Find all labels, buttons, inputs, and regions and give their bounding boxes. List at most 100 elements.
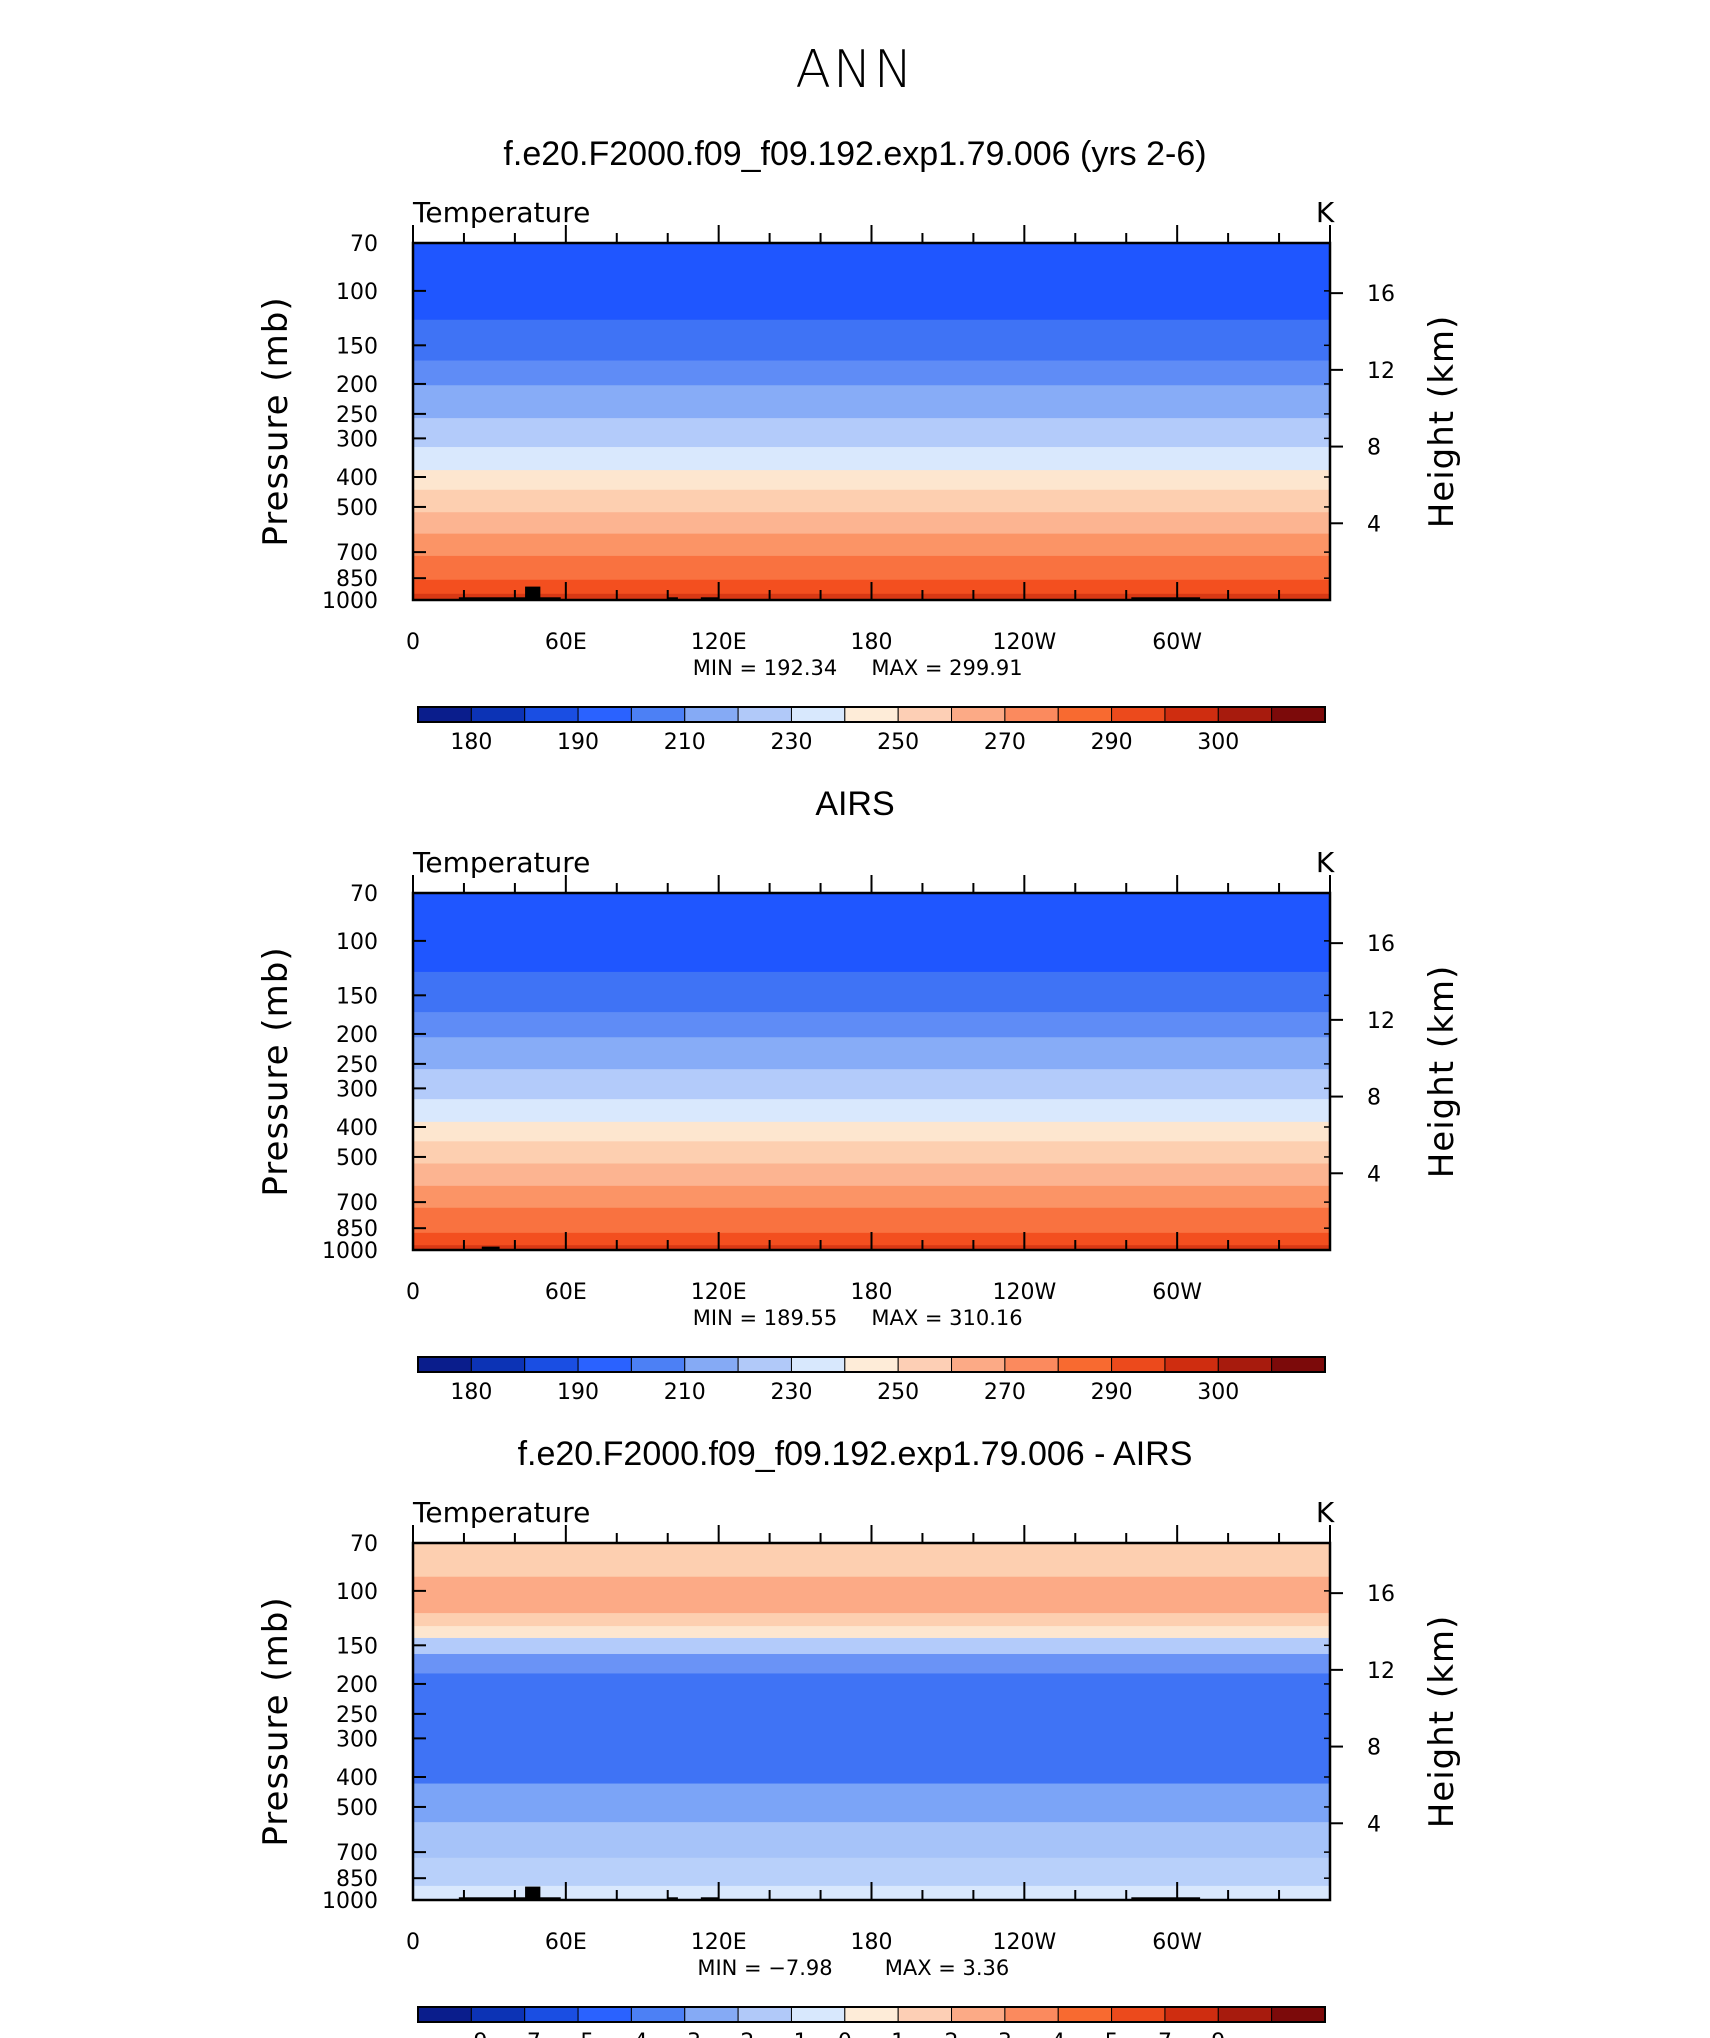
colorbar-swatch (844, 1356, 899, 1373)
contour-band (413, 1069, 1330, 1100)
colorbar-label: 190 (557, 730, 599, 755)
pressure-tick-label: 400 (336, 1766, 378, 1791)
pressure-axis-label: Pressure (mb) (256, 946, 296, 1196)
lon-tick-label: 120W (992, 1930, 1056, 1955)
height-tick-label: 12 (1367, 1009, 1395, 1034)
contour-band (413, 1141, 1330, 1164)
pressure-tick-label: 500 (336, 1796, 378, 1821)
contour-band (413, 1857, 1330, 1887)
height-tick-label: 4 (1367, 1162, 1381, 1187)
missing-data-block (667, 597, 678, 600)
contour-field (413, 893, 1330, 1250)
colorbar-label: −7 (508, 2030, 540, 2038)
missing-data-block (700, 597, 719, 600)
colorbar-label: −1 (775, 2030, 807, 2038)
colorbar-swatch (951, 1356, 1006, 1373)
contour-band (413, 893, 1330, 973)
colorbar-frame (417, 706, 1326, 723)
contour-band (413, 533, 1330, 557)
colorbar-swatch (577, 2006, 632, 2023)
colorbar-swatch (897, 706, 953, 723)
colorbar-swatch (1271, 2006, 1326, 2023)
contour-band (413, 1673, 1330, 1785)
missing-data-block (481, 1246, 500, 1250)
min-value: MIN = 192.34 (693, 656, 837, 680)
colorbar-swatch (417, 1356, 472, 1373)
model-temperature-panel: f.e20.F2000.f09_f09.192.exp1.79.006 (yrs… (256, 140, 1462, 755)
colorbar-swatch (1004, 706, 1059, 723)
colorbar-label: −2 (722, 2030, 754, 2038)
pressure-tick-label: 150 (336, 1634, 378, 1659)
colorbar-swatch (951, 2006, 1006, 2023)
contour-band (413, 555, 1330, 581)
colorbar-swatch (577, 1356, 632, 1373)
colorbar-swatch (1164, 1356, 1219, 1373)
colorbar-swatch (577, 706, 632, 723)
difference-temperature-panel: f.e20.F2000.f09_f09.192.exp1.79.006 - AI… (256, 1440, 1462, 2038)
height-axis-label: Height (km) (1422, 1615, 1462, 1829)
pressure-tick-label: 100 (336, 1580, 378, 1605)
lon-tick-label: 60E (545, 1930, 587, 1955)
colorbar-swatch (630, 706, 686, 723)
lon-tick-label: 180 (851, 630, 893, 655)
colorbar-swatch (1057, 1356, 1113, 1373)
colorbar-label: −3 (669, 2030, 701, 2038)
colorbar-label: −5 (562, 2030, 594, 2038)
colorbar-swatch (737, 706, 792, 723)
colorbar-label: 300 (1197, 1380, 1239, 1405)
lon-tick-label: 120E (691, 630, 747, 655)
colorbar-frame (417, 2006, 1326, 2023)
contour-band (413, 1012, 1330, 1038)
colorbar-label: 230 (770, 730, 812, 755)
colorbar-label: 210 (664, 1380, 706, 1405)
height-tick-label: 4 (1367, 512, 1381, 537)
contour-band (413, 1613, 1330, 1627)
pressure-tick-label: 200 (336, 1023, 378, 1048)
colorbar-label: 230 (770, 1380, 812, 1405)
max-value: MAX = 3.36 (885, 1956, 1010, 1980)
missing-data-block (700, 1897, 719, 1900)
lon-tick-label: 60W (1152, 630, 1202, 655)
contour-band (413, 243, 1330, 321)
lon-tick-label: 120W (992, 1280, 1056, 1305)
colorbar-swatch (790, 2006, 846, 2023)
lon-tick-label: 180 (851, 1280, 893, 1305)
pressure-tick-label: 850 (336, 1867, 378, 1892)
height-tick-label: 8 (1367, 1736, 1381, 1761)
colorbar-label: 1 (891, 2030, 905, 2038)
colorbar-swatch (684, 706, 739, 723)
colorbar-swatch (737, 1356, 792, 1373)
max-value: MAX = 299.91 (871, 656, 1022, 680)
contour-band (413, 418, 1330, 448)
colorbar-label: −9 (455, 2030, 487, 2038)
contour-band (413, 360, 1330, 386)
contour-band (413, 489, 1330, 513)
colorbar-swatch (1217, 2006, 1273, 2023)
colorbar-swatch (524, 2006, 579, 2023)
pressure-tick-label: 400 (336, 466, 378, 491)
contour-band (413, 1783, 1330, 1823)
lon-tick-label: 0 (406, 630, 420, 655)
missing-data-block (458, 1897, 561, 1900)
colorbar-label: 2 (945, 2030, 959, 2038)
pressure-tick-label: 500 (336, 496, 378, 521)
missing-data-block (525, 1886, 541, 1900)
contour-band (413, 971, 1330, 1013)
lon-tick-label: 120E (691, 1930, 747, 1955)
colorbar-swatch (470, 2006, 526, 2023)
lon-tick-label: 0 (406, 1930, 420, 1955)
contour-band (413, 1163, 1330, 1187)
contour-band (413, 1037, 1330, 1070)
height-tick-label: 16 (1367, 282, 1395, 307)
pressure-tick-label: 70 (350, 232, 378, 257)
panel-title: AIRS (815, 790, 894, 823)
colorbar-swatch (1164, 2006, 1219, 2023)
colorbar-swatch (790, 706, 846, 723)
height-tick-label: 12 (1367, 359, 1395, 384)
contour-band (413, 1637, 1330, 1655)
colorbar-swatch (684, 2006, 739, 2023)
missing-data-block (458, 597, 561, 600)
min-value: MIN = 189.55 (693, 1306, 837, 1330)
height-axis-label: Height (km) (1422, 315, 1462, 529)
